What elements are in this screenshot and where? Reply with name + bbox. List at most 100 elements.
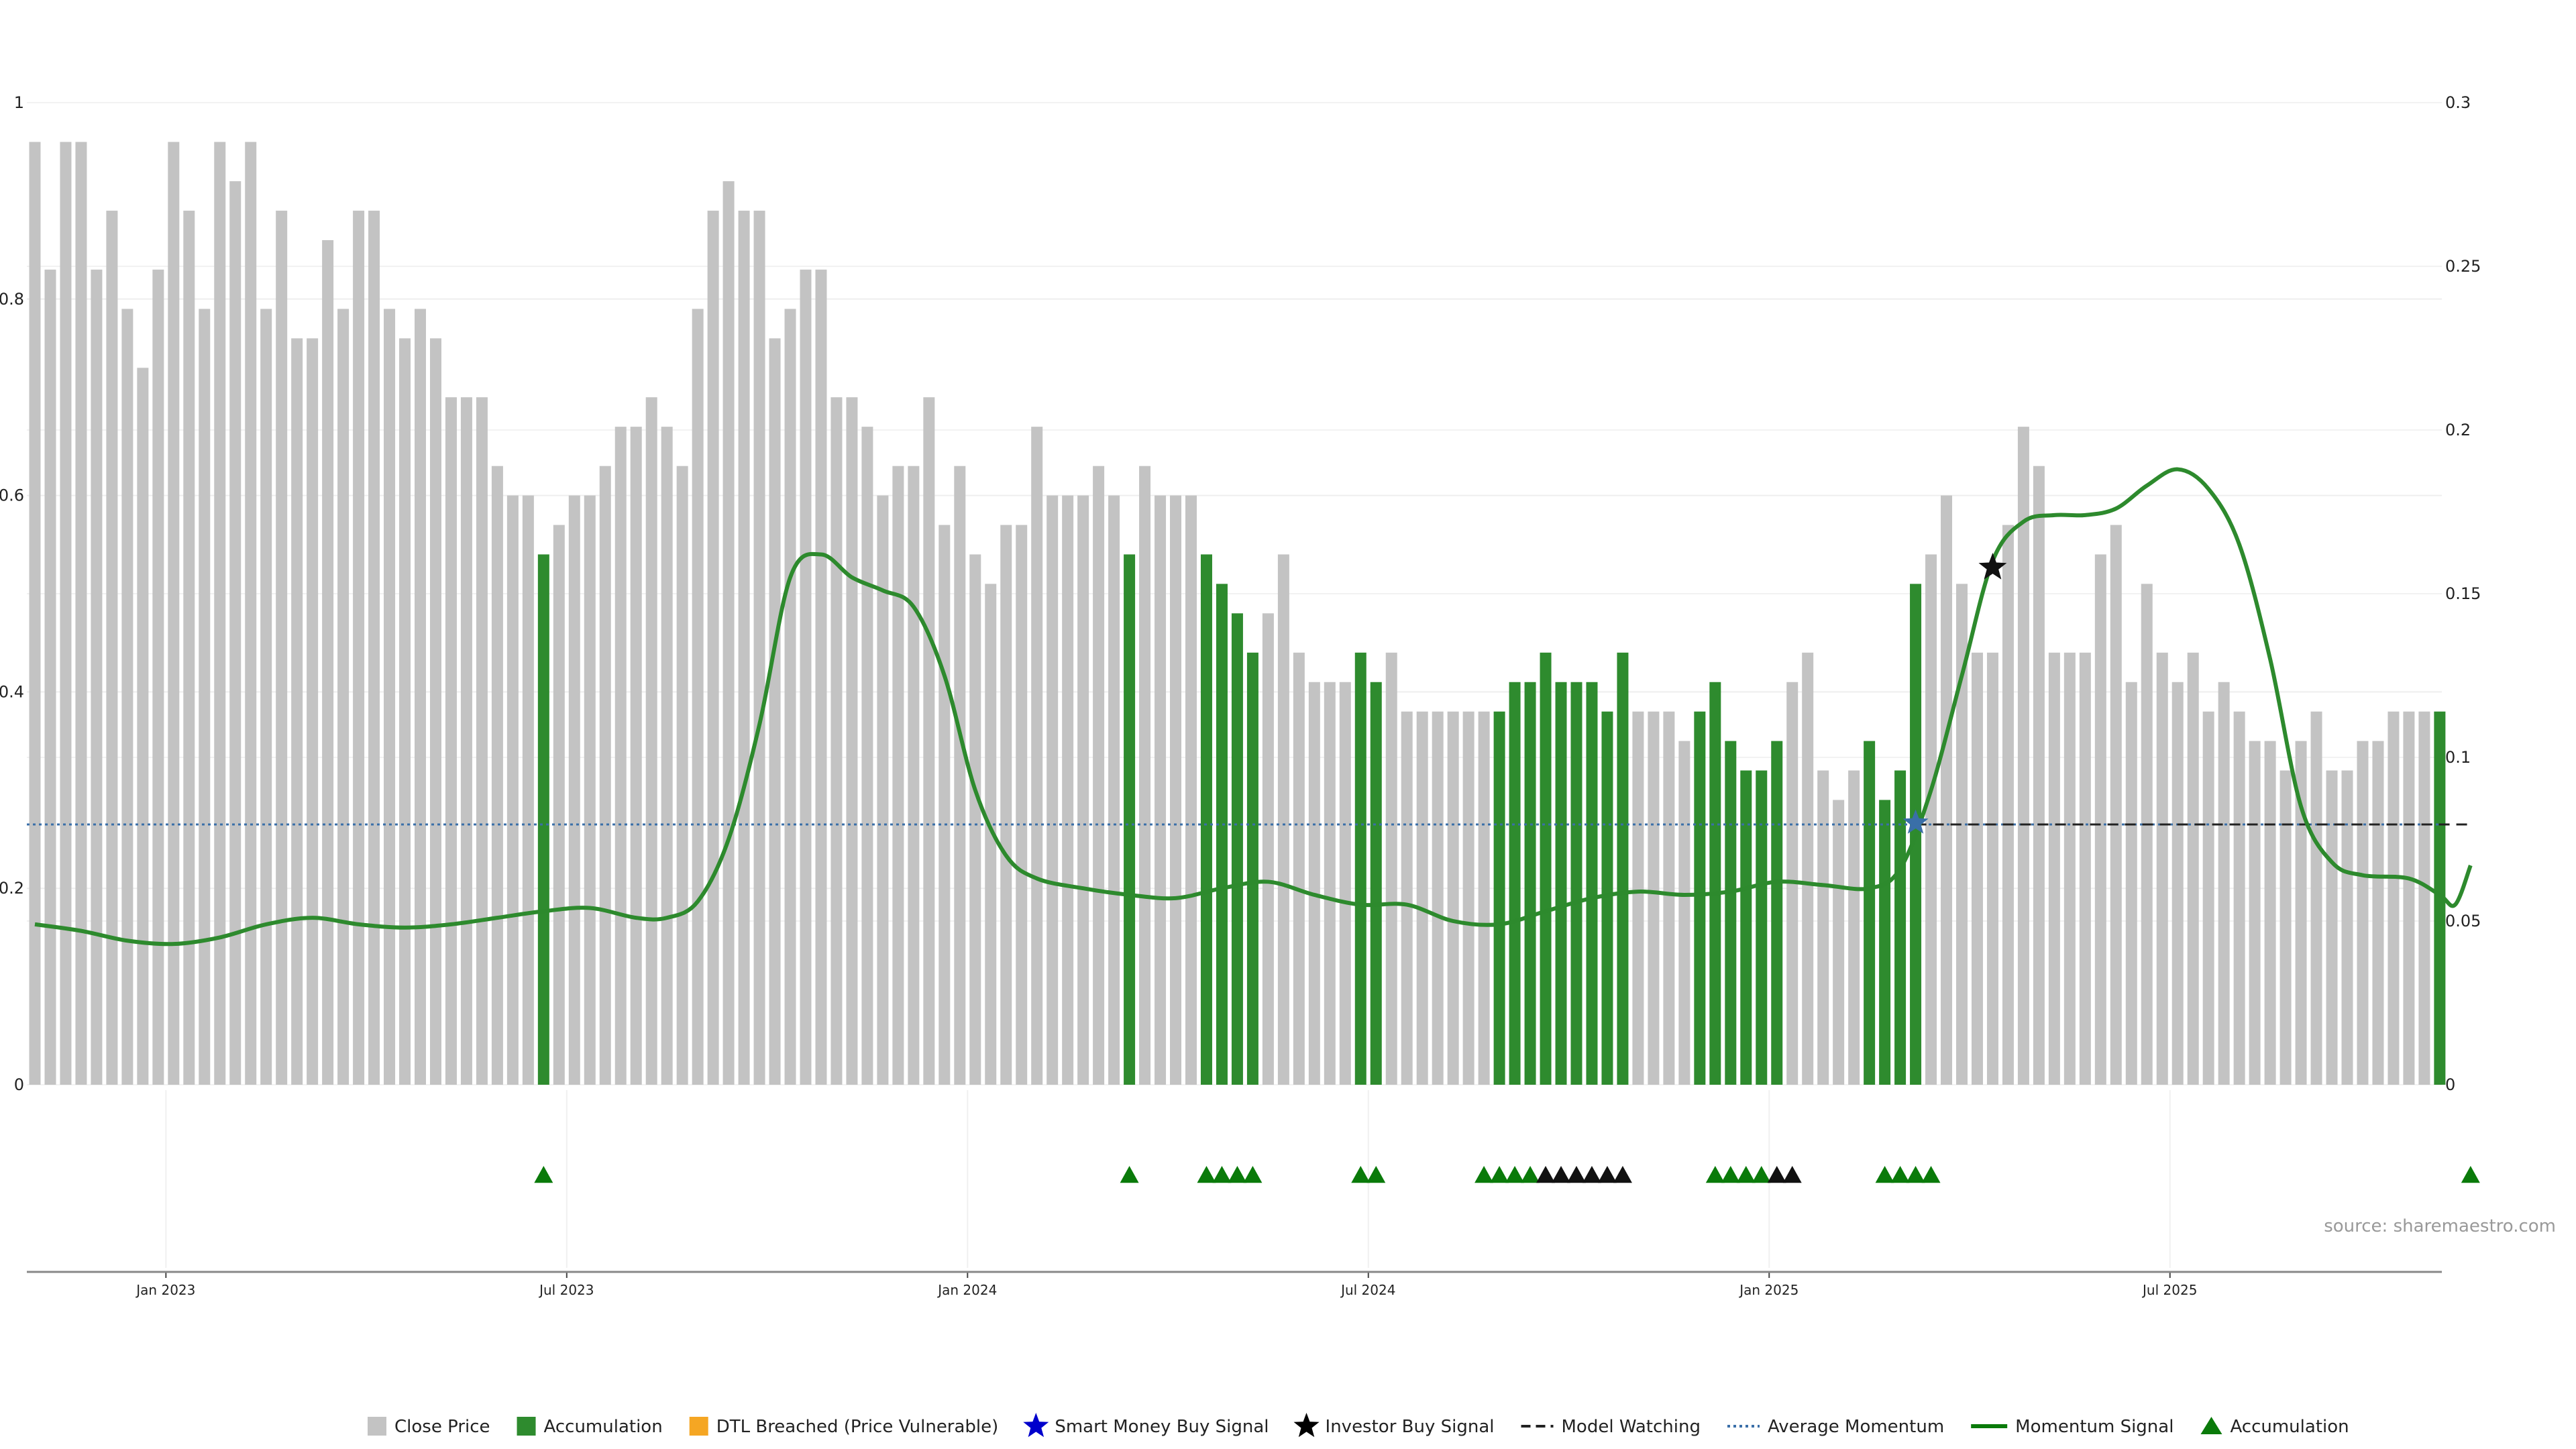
price-bar — [1031, 427, 1043, 1085]
accumulation-bar — [1231, 613, 1243, 1085]
price-bar — [1956, 584, 1968, 1085]
price-bar — [2357, 741, 2369, 1085]
price-bar — [1016, 525, 1028, 1085]
right-axis-tick: 0.25 — [2445, 257, 2481, 276]
price-bar — [1046, 495, 1059, 1085]
accumulation-bar — [1246, 652, 1258, 1085]
x-axis-tick: Jan 2025 — [1738, 1282, 1799, 1298]
accumulation-bar — [1200, 554, 1212, 1085]
price-bar — [1062, 495, 1074, 1085]
accumulation-bar — [1524, 682, 1536, 1085]
price-bar — [2233, 711, 2245, 1085]
legend-item: Accumulation — [2200, 1417, 2349, 1437]
price-bar — [2249, 741, 2261, 1085]
price-bar — [1308, 682, 1320, 1085]
x-axis-tick: Jul 2023 — [538, 1282, 594, 1298]
x-axis-tick: Jan 2024 — [936, 1282, 997, 1298]
right-axis-tick: 0.15 — [2445, 584, 2481, 603]
left-axis-tick: 0.2 — [0, 879, 24, 898]
price-bar — [2387, 711, 2400, 1085]
price-bar — [106, 211, 118, 1085]
price-bar — [199, 309, 211, 1085]
price-bar — [1324, 682, 1336, 1085]
legend-swatch — [368, 1417, 386, 1436]
accumulation-bar — [1124, 554, 1136, 1085]
accumulation-bar — [1216, 584, 1228, 1085]
accumulation-marker — [1721, 1166, 1740, 1183]
price-bar — [1077, 495, 1089, 1085]
price-bar — [1678, 741, 1690, 1085]
accumulation-marker — [1474, 1166, 1494, 1183]
price-bar — [908, 466, 920, 1085]
price-bar — [738, 211, 750, 1085]
price-bar — [1170, 495, 1182, 1085]
investor-marker — [1597, 1166, 1617, 1183]
price-bar — [769, 338, 781, 1085]
price-bar — [923, 397, 935, 1085]
legend-triangle-icon — [2200, 1417, 2222, 1434]
accumulation-marker — [1890, 1166, 1910, 1183]
accumulation-marker — [2461, 1166, 2480, 1183]
price-bar — [584, 495, 596, 1085]
x-axis-tick: Jul 2024 — [1340, 1282, 1395, 1298]
price-bar — [1000, 525, 1012, 1085]
left-axis-tick: 0 — [14, 1075, 24, 1094]
price-bar — [1648, 711, 1660, 1085]
price-bar — [522, 495, 534, 1085]
legend-label: Close Price — [394, 1417, 490, 1437]
price-bar — [861, 427, 873, 1085]
price-bar — [2033, 466, 2045, 1085]
right-axis-tick: 0.1 — [2445, 748, 2471, 767]
price-bar — [568, 495, 580, 1085]
accumulation-marker — [1875, 1166, 1894, 1183]
legend-label: Average Momentum — [1768, 1417, 1944, 1437]
price-bar — [1139, 466, 1151, 1085]
legend-item: Momentum Signal — [1971, 1417, 2174, 1437]
price-bar — [985, 584, 997, 1085]
price-bar — [322, 239, 334, 1085]
price-bar — [75, 142, 87, 1085]
price-bar — [260, 309, 272, 1085]
legend-swatch — [517, 1417, 536, 1436]
accumulation-marker — [1351, 1166, 1371, 1183]
accumulation-marker — [1228, 1166, 1247, 1183]
price-bar — [307, 338, 319, 1085]
accumulation-bar — [1864, 741, 1876, 1085]
smart-money-buy-signal — [1902, 809, 1929, 834]
price-bar — [476, 397, 488, 1085]
accumulation-bar — [1725, 741, 1737, 1085]
accumulation-bar — [1493, 711, 1505, 1085]
price-bar — [445, 397, 457, 1085]
right-axis-tick: 0.3 — [2445, 93, 2471, 112]
investor-buy-signal — [1978, 553, 2007, 580]
price-bar — [1108, 495, 1120, 1085]
legend-label: Accumulation — [2230, 1417, 2349, 1437]
legend-item: Model Watching — [1521, 1417, 1701, 1437]
price-bar — [121, 309, 133, 1085]
accumulation-bar — [1570, 682, 1582, 1085]
legend-label: Model Watching — [1562, 1417, 1701, 1437]
price-bar — [2094, 554, 2106, 1085]
price-bar — [2372, 741, 2384, 1085]
price-bar — [1833, 800, 1845, 1085]
price-bar — [1262, 613, 1274, 1085]
accumulation-marker — [1705, 1166, 1725, 1183]
price-bar — [1971, 652, 1983, 1085]
price-bar — [2171, 682, 2184, 1085]
price-bar — [1925, 554, 1937, 1085]
legend-label: Smart Money Buy Signal — [1055, 1417, 1269, 1437]
price-bar — [707, 211, 719, 1085]
price-bar — [429, 338, 441, 1085]
price-bar — [415, 309, 426, 1085]
price-bar — [506, 495, 519, 1085]
price-bar — [2295, 741, 2307, 1085]
accumulation-marker — [1906, 1166, 1925, 1183]
legend-item: Investor Buy Signal — [1293, 1413, 1495, 1438]
price-bar — [661, 427, 673, 1085]
price-bar — [368, 211, 380, 1085]
price-bar — [214, 142, 226, 1085]
price-bar — [1478, 711, 1490, 1085]
price-bar — [1817, 770, 1829, 1085]
price-bar — [91, 269, 103, 1085]
legend-label: Momentum Signal — [2015, 1417, 2174, 1437]
